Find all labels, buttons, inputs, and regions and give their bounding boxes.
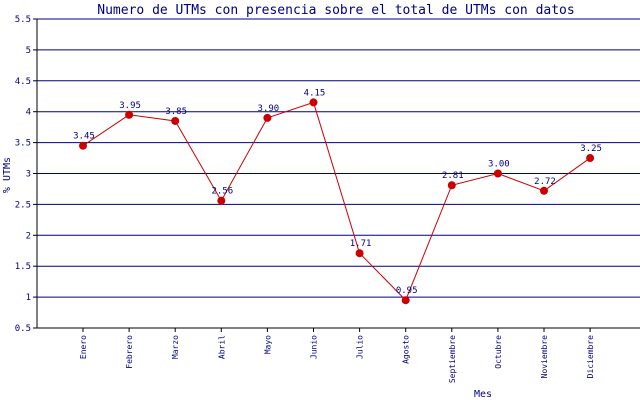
data-point — [447, 181, 456, 190]
data-label: 2.56 — [211, 187, 233, 197]
data-point — [171, 116, 180, 125]
data-point — [401, 296, 410, 305]
x-tick-label: Diciembre — [586, 335, 595, 379]
data-label: 3.00 — [488, 160, 510, 170]
data-point — [309, 98, 318, 107]
y-axis-label: % UTMs — [2, 157, 13, 193]
x-tick-label: Noviembre — [540, 335, 549, 379]
y-tick-label: 2 — [26, 231, 31, 241]
y-tick-label: 0.5 — [15, 324, 31, 334]
x-tick-label: Mayo — [263, 335, 272, 354]
data-label: 0.95 — [396, 286, 418, 296]
x-axis-ticks: Enero Febrero Marzo Abril Mayo Junio Julio Agos… — [79, 328, 595, 383]
y-tick-label: 2.5 — [15, 200, 31, 210]
data-point — [217, 196, 226, 205]
y-axis-ticks: 0.5 1 1.5 2 2.5 3 3.5 4 4.5 5 5.5 — [15, 15, 37, 334]
x-tick-label: Julio — [356, 335, 365, 359]
y-tick-label: 1.5 — [15, 262, 31, 272]
x-tick-label: Octubre — [494, 335, 503, 369]
y-tick-label: 4 — [26, 108, 31, 118]
data-label: 3.85 — [165, 107, 187, 117]
x-tick-label: Junio — [310, 335, 319, 359]
x-tick-label: Marzo — [171, 335, 180, 359]
data-point — [263, 113, 272, 122]
data-point — [125, 110, 134, 119]
y-tick-label: 1 — [26, 293, 31, 303]
data-label: 4.15 — [304, 88, 326, 98]
x-tick-label: Enero — [79, 335, 88, 359]
y-tick-label: 3 — [26, 170, 31, 180]
y-tick-label: 4.5 — [15, 77, 31, 87]
x-tick-label: Agosto — [402, 335, 411, 364]
data-label: 3.90 — [258, 104, 280, 114]
data-point — [493, 169, 502, 178]
data-labels: 3.45 3.95 3.85 2.56 3.90 4.15 1.71 0.95 2.81 3.00… — [73, 88, 602, 296]
chart-title: Numero de UTMs con presencia sobre el to… — [97, 3, 574, 18]
data-label: 1.71 — [350, 239, 372, 249]
data-label: 3.25 — [580, 144, 602, 154]
y-tick-label: 3.5 — [15, 139, 31, 149]
data-label: 2.81 — [442, 171, 464, 181]
data-point — [540, 186, 548, 195]
y-tick-label: 5 — [26, 46, 31, 56]
grid — [36, 18, 640, 329]
data-point — [586, 154, 595, 163]
x-tick-label: Febrero — [125, 335, 134, 369]
data-label: 3.95 — [119, 101, 141, 111]
x-axis-label: Mes — [474, 389, 492, 400]
data-point — [355, 249, 364, 258]
series-line — [82, 101, 591, 302]
data-label: 2.72 — [534, 177, 556, 187]
data-label: 3.45 — [73, 132, 95, 142]
data-point — [79, 141, 87, 150]
x-tick-label: Abril — [217, 335, 226, 359]
y-tick-label: 5.5 — [15, 15, 31, 25]
x-tick-label: Septiembre — [448, 335, 457, 383]
data-points — [79, 98, 595, 305]
